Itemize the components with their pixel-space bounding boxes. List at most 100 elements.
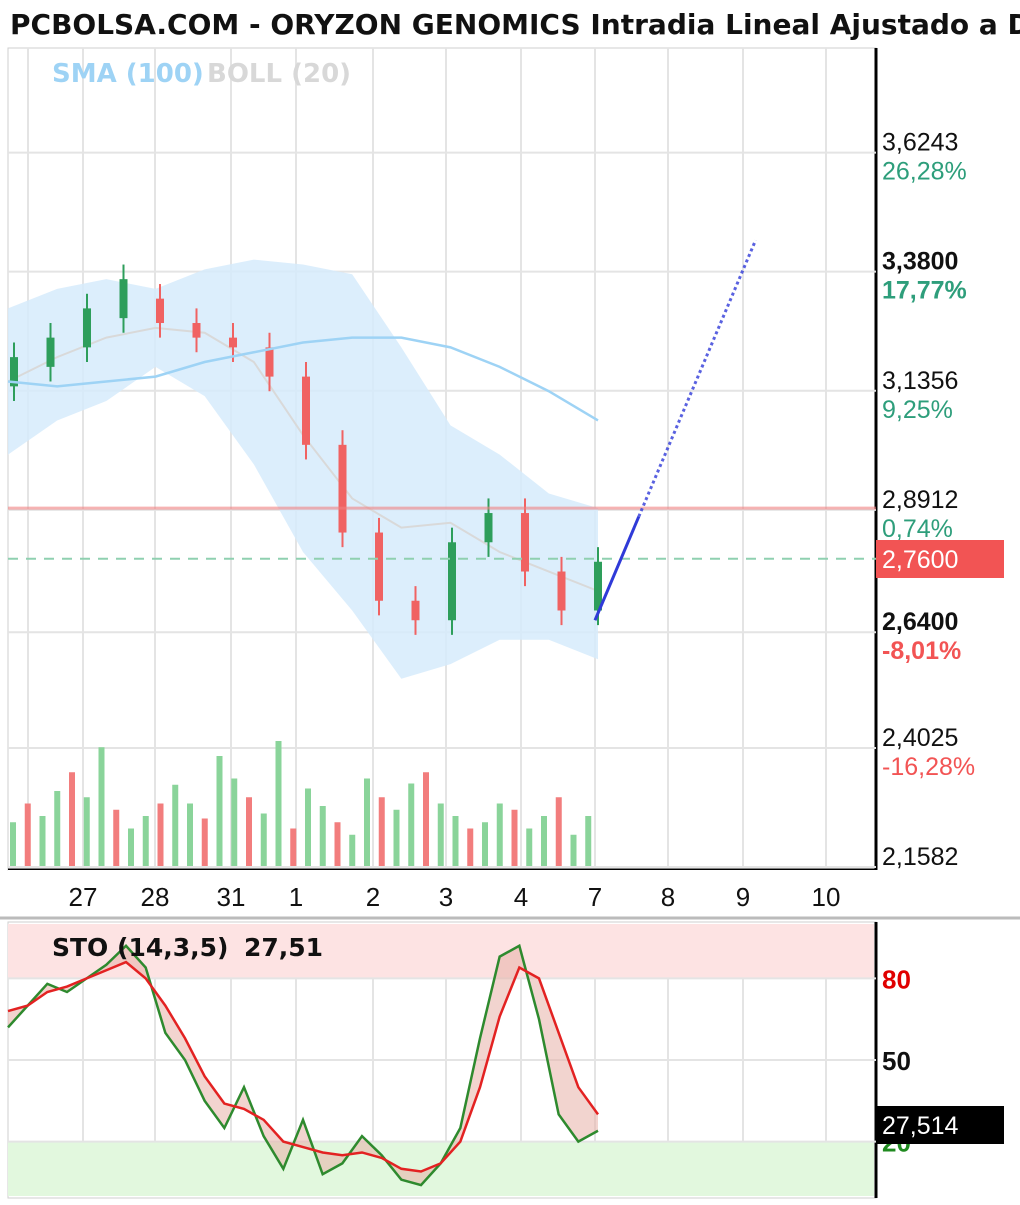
sto-last-label: 27,514 — [882, 1112, 959, 1140]
volume-bar — [570, 834, 577, 866]
volume-bar — [10, 822, 16, 866]
last-price-badge — [876, 540, 1004, 578]
date-tick-label: 1 — [289, 882, 303, 912]
price-level-label: 2,4025 — [882, 724, 958, 752]
candle-body — [229, 337, 237, 348]
price-level-percent: 17,77% — [882, 277, 967, 305]
volume-bar — [69, 772, 75, 866]
volume-bar — [290, 828, 297, 866]
volume-bar — [319, 806, 326, 866]
candle-body — [557, 571, 566, 611]
price-level-label: 2,1582 — [882, 843, 958, 871]
candle-body — [448, 542, 456, 621]
price-level-percent: 9,25% — [882, 396, 953, 424]
chart-title: PCBOLSA.COM - ORYZON GENOMICS Intradia L… — [10, 8, 1020, 41]
volume-bar — [437, 803, 444, 866]
price-level-label: 3,6243 — [882, 129, 958, 157]
volume-bar — [275, 741, 282, 866]
date-tick-label: 28 — [141, 882, 170, 912]
sma-line — [7, 336, 599, 422]
date-tick-label: 2 — [366, 882, 380, 912]
stochastic-oscillator: 805020 — [7, 924, 911, 1196]
candle-body — [338, 444, 347, 533]
price-level-percent: -8,01% — [882, 637, 961, 665]
candlesticks — [10, 264, 602, 635]
volume-bar — [526, 828, 533, 866]
candle-body — [594, 561, 602, 611]
volume-bar — [39, 816, 46, 866]
date-tick-label: 10 — [812, 882, 841, 912]
sto-k-line — [7, 943, 599, 1187]
volume-bar — [393, 809, 400, 866]
candle-body — [411, 600, 420, 621]
overlay-lines — [7, 239, 876, 621]
volume-bar — [482, 822, 488, 866]
volume-bar — [231, 778, 238, 866]
date-axis-strip — [8, 870, 1013, 918]
volume-bar — [423, 772, 429, 866]
price-level-label: 3,3800 — [882, 248, 958, 276]
sto-fill-area — [8, 945, 598, 1186]
date-tick-label: 27 — [69, 882, 98, 912]
candle-body — [192, 323, 201, 338]
volume-bar — [98, 747, 105, 866]
volume-bar — [467, 828, 474, 866]
sto-last-badge — [876, 1106, 1004, 1144]
volume-bar — [113, 809, 120, 866]
overbought-zone — [8, 924, 874, 979]
date-tick-label: 3 — [439, 882, 453, 912]
volume-bar — [157, 803, 164, 866]
candle-body — [375, 532, 383, 601]
candle-body — [265, 347, 274, 377]
volume-bar — [142, 816, 149, 866]
candle-body — [156, 298, 164, 324]
volume-bar — [349, 834, 356, 866]
volume-bar — [24, 803, 31, 866]
candle-body — [521, 513, 529, 572]
volume-bar — [54, 791, 61, 866]
projection-line-solid — [593, 516, 641, 621]
price-level-label: 2,6400 — [882, 608, 958, 636]
sto-d-line — [7, 960, 600, 1173]
sto-value: 27,51 — [244, 933, 323, 962]
sto-tick-label: 50 — [882, 1046, 911, 1076]
price-level-percent: 26,28% — [882, 158, 967, 186]
oversold-zone — [8, 1141, 874, 1196]
price-level-percent: -16,28% — [882, 753, 975, 781]
volume-bar — [246, 797, 252, 866]
volume-bar — [83, 797, 90, 866]
volume-bar — [496, 803, 503, 866]
last-price-label: 2,7600 — [882, 546, 958, 574]
candle-body — [83, 308, 91, 348]
volume-bar — [364, 778, 370, 866]
volume-bar — [334, 822, 341, 866]
volume-bar — [128, 828, 134, 866]
volume-bar — [555, 797, 562, 866]
candle-body — [302, 376, 310, 445]
volume-bar — [378, 797, 385, 866]
volume-bar — [260, 813, 267, 866]
candle-body — [46, 337, 55, 367]
volume-bar — [305, 788, 311, 866]
volume-bar — [172, 784, 179, 866]
date-tick-label: 4 — [514, 882, 528, 912]
volume-bar — [187, 803, 193, 866]
projection-line-dotted — [637, 239, 757, 518]
bollinger-band-area — [8, 259, 598, 679]
candle-body — [119, 279, 128, 319]
sto-tick-label: 80 — [882, 964, 911, 994]
volume-bar — [452, 816, 459, 866]
candle-body — [484, 513, 493, 543]
price-level-label: 2,8912 — [882, 486, 958, 514]
sto-label: STO (14,3,5) — [52, 933, 228, 962]
bollinger-band — [7, 259, 599, 679]
date-tick-label: 31 — [217, 882, 246, 912]
date-tick-label: 8 — [661, 882, 675, 912]
volume-bar — [541, 816, 547, 866]
volume-bars — [10, 741, 592, 866]
candle-body — [10, 357, 18, 387]
date-tick-label: 9 — [736, 882, 750, 912]
volume-bar — [585, 816, 592, 866]
